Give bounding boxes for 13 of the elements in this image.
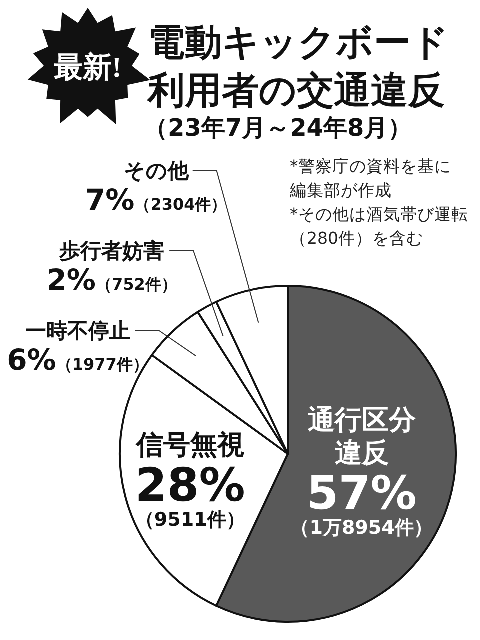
text: *その他は酒気帯び運転 (290, 205, 468, 224)
chart-title: 電動キックボード利用者の交通違反 (146, 21, 449, 112)
text: *警察庁の資料を基に (290, 157, 452, 176)
text: 最新! (53, 51, 122, 84)
text: （280件）を含む (290, 229, 424, 248)
slice-label: その他 (124, 159, 190, 183)
slice-label: 一時不停止 (25, 319, 130, 343)
data-label: 2%（752件） (46, 263, 178, 297)
data-label: 7%（2304件） (85, 183, 228, 217)
data-label: 6%（1977件） (7, 343, 149, 377)
slice-label: 歩行者妨害 (58, 239, 165, 263)
chart-subtitle: （23年7月～24年8月） (144, 114, 412, 142)
text: 編集部が作成 (289, 181, 392, 200)
